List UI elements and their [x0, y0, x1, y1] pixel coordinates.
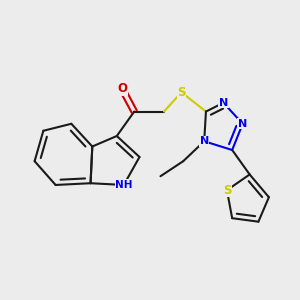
Text: NH: NH	[115, 180, 133, 190]
Text: N: N	[219, 98, 228, 108]
Text: N: N	[238, 119, 247, 129]
Text: S: S	[177, 86, 186, 99]
Text: S: S	[223, 184, 231, 197]
Text: N: N	[200, 136, 209, 146]
Text: O: O	[117, 82, 127, 95]
